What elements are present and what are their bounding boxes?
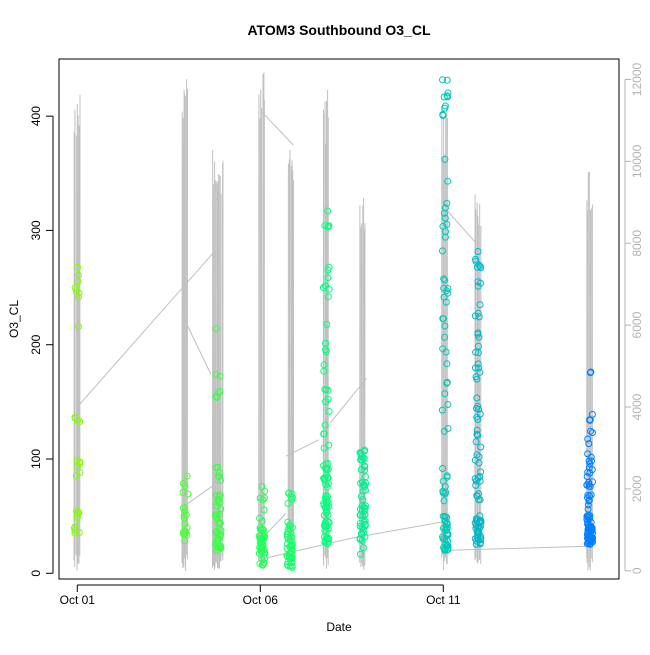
altitude-connector [264,538,352,558]
y2-tick-label: 12000 [630,62,644,96]
point-cluster [357,447,369,557]
altitude-profile [288,150,293,570]
y2-tick-label: 6000 [630,311,644,338]
altitude-profile-layer [74,73,592,571]
y2-tick-label: 2000 [630,475,644,502]
y-axis-label: O3_CL [7,300,21,338]
x-axis-label: Date [326,620,352,634]
altitude-connector [185,321,211,374]
x-tick-label: Oct 06 [243,593,279,607]
chart-title: ATOM3 Southbound O3_CL [247,22,430,38]
y-axis-right: 0 2000 4000 6000 8000 10000 12000 [625,62,644,574]
y2-tick-label: 8000 [630,230,644,257]
y-axis-left: 0 100 200 300 400 [29,106,53,577]
point-cluster [284,490,296,571]
y2-tick-label: 4000 [630,393,644,420]
altitude-connector [451,546,586,550]
y-tick-label: 300 [29,220,43,240]
altitude-connector [262,112,293,145]
y-tick-label: 0 [29,570,43,577]
y2-tick-label: 10000 [630,144,644,178]
y-tick-label: 200 [29,334,43,354]
altitude-profile [74,95,80,571]
y-tick-label: 100 [29,449,43,469]
altitude-connector [77,251,214,407]
x-tick-label: Oct 01 [60,593,96,607]
y-tick-label: 400 [29,106,43,126]
x-axis: Oct 01 Oct 06 Oct 11 [60,585,461,607]
data-point [443,349,449,355]
point-cluster [256,484,268,569]
y2-tick-label: 0 [630,567,644,574]
plot-frame [59,59,619,579]
ozone-points-layer [71,77,595,571]
x-tick-label: Oct 11 [426,593,461,607]
altitude-connector [447,211,476,244]
